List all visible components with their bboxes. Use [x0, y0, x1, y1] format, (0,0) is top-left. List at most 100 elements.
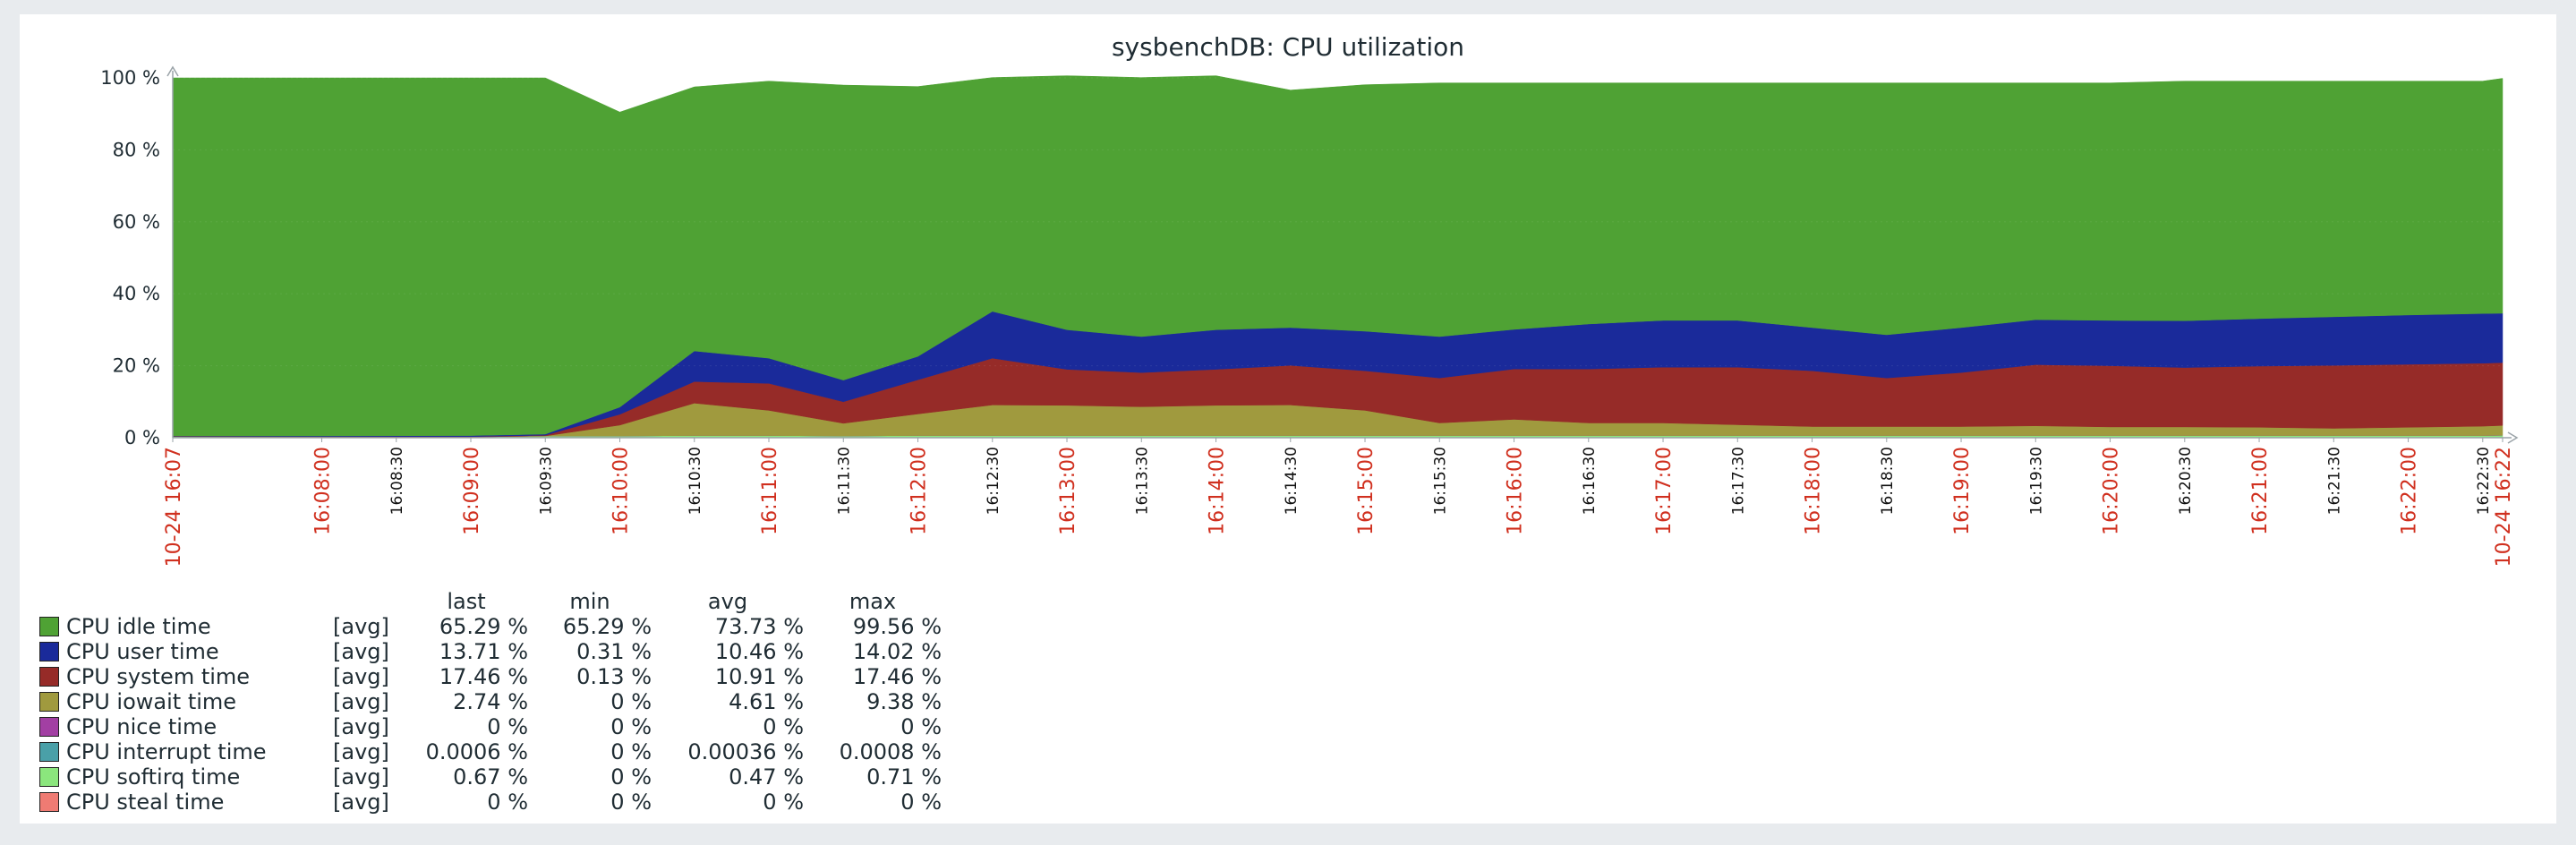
legend-item-function: [avg]	[333, 714, 389, 739]
legend-item-max: 9.38 %	[866, 689, 942, 714]
x-tick-label: 16:14:00	[1207, 447, 1229, 535]
legend-item-avg: 0.00036 %	[687, 739, 804, 764]
legend-swatch	[39, 639, 66, 664]
x-tick-label: 16:12:30	[985, 447, 1002, 515]
legend-item-name: CPU nice time	[66, 714, 218, 739]
legend-item-function: [avg]	[333, 764, 389, 790]
x-tick-label: 16:20:30	[2177, 447, 2195, 515]
legend-item-name: CPU iowait time	[66, 689, 237, 714]
legend-item-last: 0 %	[487, 714, 528, 739]
legend-color-box	[39, 691, 59, 712]
legend-item-name: CPU interrupt time	[66, 739, 267, 764]
legend-swatch	[39, 764, 66, 790]
x-tick-label: 16:22:00	[2399, 447, 2421, 535]
legend-item-max: 14.02 %	[852, 639, 942, 664]
y-tick-label: 20 %	[113, 355, 160, 377]
legend-item-avg: 0 %	[763, 714, 804, 739]
cpu-utilization-chart: sysbenchDB: CPU utilization 0 % 20 % 40 % 6…	[100, 32, 2519, 567]
legend-item-min: 0 %	[610, 689, 652, 714]
legend-item-min: 0 %	[610, 739, 652, 764]
x-tick-label: 10-24 16:22	[2493, 447, 2515, 567]
x-tick-label: 16:10:00	[610, 447, 633, 535]
legend-item-min: 0.31 %	[576, 639, 652, 664]
x-tick-label: 16:22:30	[2475, 447, 2493, 515]
legend-row: CPU user time [avg] 13.71 % 0.31 % 10.46 % 14…	[39, 639, 942, 664]
legend-col-last: last	[447, 589, 486, 614]
chart-title: sysbenchDB: CPU utilization	[1112, 32, 1464, 62]
legend-color-box	[39, 741, 59, 762]
legend-row: CPU steal time [avg] 0 % 0 % 0 % 0 %	[39, 790, 942, 815]
legend-swatch	[39, 614, 66, 639]
legend-item-last: 2.74 %	[453, 689, 528, 714]
legend-row: CPU idle time [avg] 65.29 % 65.29 % 73.73 % 9…	[39, 614, 942, 639]
legend-color-box	[39, 641, 59, 661]
x-tick-label: 16:21:30	[2325, 447, 2343, 515]
legend-item-avg: 73.73 %	[714, 614, 804, 639]
legend-row: CPU iowait time [avg] 2.74 % 0 % 4.61 % 9.38 …	[39, 689, 942, 714]
legend-table: last min avg max CPU idle time [avg] 65.29…	[39, 589, 942, 815]
x-tick-label: 16:12:00	[908, 447, 931, 535]
x-tick-label: 16:13:00	[1057, 447, 1079, 535]
legend-item-last: 0.67 %	[453, 764, 528, 790]
legend-col-avg: avg	[707, 589, 748, 614]
x-tick-label: 16:17:00	[1653, 447, 1676, 535]
x-tick-label: 16:10:30	[687, 447, 704, 515]
legend-item-max: 99.56 %	[852, 614, 942, 639]
legend-item-avg: 10.46 %	[714, 639, 804, 664]
legend-item-name: CPU steal time	[66, 790, 225, 815]
legend-row: CPU softirq time [avg] 0.67 % 0 % 0.47 % 0.71…	[39, 764, 942, 790]
legend-item-min: 0.13 %	[576, 664, 652, 689]
legend-item-last: 0 %	[487, 790, 528, 815]
legend-col-max: max	[849, 589, 897, 614]
legend-color-box	[39, 766, 59, 787]
x-tick-label: 16:19:30	[2027, 447, 2045, 515]
legend-item-function: [avg]	[333, 739, 389, 764]
x-tick-label: 16:11:30	[835, 447, 853, 515]
legend-item-function: [avg]	[333, 790, 389, 815]
legend-header-row: last min avg max	[39, 589, 942, 614]
x-tick-label: 16:21:00	[2249, 447, 2272, 535]
x-tick-label: 16:20:00	[2101, 447, 2123, 535]
legend-item-avg: 4.61 %	[729, 689, 804, 714]
legend-item-name: CPU idle time	[66, 614, 211, 639]
legend-item-min: 0 %	[610, 764, 652, 790]
legend-item-function: [avg]	[333, 664, 389, 689]
x-tick-label: 16:15:30	[1431, 447, 1449, 515]
legend-item-min: 65.29 %	[562, 614, 652, 639]
y-tick-label: 100 %	[100, 67, 160, 89]
legend-item-last: 13.71 %	[439, 639, 528, 664]
x-tick-label: 16:18:00	[1803, 447, 1825, 535]
legend-row: CPU interrupt time [avg] 0.0006 % 0 % 0.0003…	[39, 739, 942, 764]
legend-item-max: 0.71 %	[866, 764, 942, 790]
legend-item-avg: 0.47 %	[729, 764, 804, 790]
y-tick-label: 0 %	[124, 427, 160, 448]
y-tick-label: 80 %	[113, 139, 160, 160]
area-cpu-idle-time	[172, 75, 2503, 437]
legend-item-avg: 10.91 %	[714, 664, 804, 689]
legend-item-min: 0 %	[610, 790, 652, 815]
legend-swatch	[39, 790, 66, 815]
legend-item-min: 0 %	[610, 714, 652, 739]
legend-color-box	[39, 791, 59, 812]
x-tick-label: 16:09:00	[461, 447, 483, 535]
legend-item-last: 17.46 %	[439, 664, 528, 689]
legend-color-box	[39, 716, 59, 737]
legend-swatch	[39, 714, 66, 739]
y-axis-arrow	[166, 65, 179, 77]
x-tick-label: 16:14:30	[1283, 447, 1301, 515]
legend-item-name: CPU softirq time	[66, 764, 241, 790]
legend-item-last: 65.29 %	[439, 614, 528, 639]
x-tick-label: 10-24 16:07	[163, 447, 185, 567]
legend-item-name: CPU system time	[66, 664, 251, 689]
legend-item-max: 0 %	[900, 714, 942, 739]
x-tick-label: 16:16:30	[1581, 447, 1599, 515]
legend-item-function: [avg]	[333, 614, 389, 639]
x-tick-label: 16:08:30	[388, 447, 406, 515]
x-tick-label: 16:11:00	[759, 447, 781, 535]
legend-color-box	[39, 666, 59, 687]
legend-item-max: 0 %	[900, 790, 942, 815]
legend-swatch	[39, 739, 66, 764]
x-tick-label: 16:18:30	[1879, 447, 1897, 515]
x-tick-label: 16:19:00	[1951, 447, 1974, 535]
x-tick-label: 16:17:30	[1729, 447, 1747, 515]
